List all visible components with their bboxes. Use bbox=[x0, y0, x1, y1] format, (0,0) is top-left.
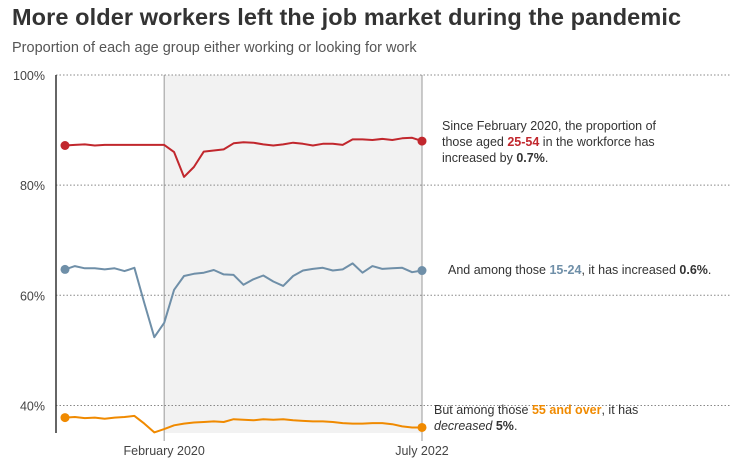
annotation-line: decreased 5%. bbox=[434, 418, 638, 434]
annotation-group-label: 15-24 bbox=[549, 263, 582, 277]
annotation-55-over: But among those 55 and over, it has decr… bbox=[434, 402, 638, 434]
annotation-25-54: Since February 2020, the proportion of t… bbox=[442, 118, 656, 166]
shaded-period bbox=[164, 75, 422, 433]
annotation-text: in the workforce has bbox=[539, 135, 655, 149]
annotation-text: , it has bbox=[601, 403, 639, 417]
annotation-group-label: 25-54 bbox=[507, 135, 540, 149]
chart-subtitle: Proportion of each age group either work… bbox=[12, 40, 417, 56]
annotation-value: 0.6% bbox=[679, 263, 708, 277]
x-tick-label: February 2020 bbox=[124, 444, 205, 458]
annotation-line: Since February 2020, the proportion of bbox=[442, 118, 656, 134]
series-end-point bbox=[417, 266, 427, 276]
annotation-line: those aged 25-54 in the workforce has bbox=[442, 134, 656, 150]
series-start-point bbox=[60, 140, 70, 150]
annotation-value: 0.7% bbox=[516, 151, 545, 165]
series-start-point bbox=[60, 413, 70, 423]
annotation-text: And among those bbox=[448, 263, 550, 277]
annotation-text: Since February 2020, the proportion of bbox=[442, 119, 657, 133]
annotation-15-24: And among those 15-24, it has increased … bbox=[448, 262, 711, 278]
annotation-value: 5% bbox=[495, 419, 514, 433]
annotation-text: increased by bbox=[442, 151, 517, 165]
series-end-point bbox=[417, 422, 427, 432]
chart-title: More older workers left the job market d… bbox=[12, 4, 682, 30]
annotation-text: , it has increased bbox=[581, 263, 680, 277]
annotation-text: those aged bbox=[442, 135, 508, 149]
annotation-group-label: 55 and over bbox=[531, 403, 602, 417]
y-tick-label: 60% bbox=[20, 289, 45, 303]
annotation-emphasis: decreased bbox=[434, 419, 493, 433]
series-end-point bbox=[417, 136, 427, 146]
series-line bbox=[64, 262, 423, 339]
series-line bbox=[64, 414, 422, 434]
x-tick-label: July 2022 bbox=[395, 444, 449, 458]
annotation-line: But among those 55 and over, it has bbox=[434, 402, 638, 418]
y-tick-label: 80% bbox=[20, 179, 45, 193]
series-start-point bbox=[60, 264, 70, 274]
annotation-text: . bbox=[513, 419, 518, 433]
annotation-text: But among those bbox=[434, 403, 532, 417]
annotation-text: . bbox=[707, 263, 712, 277]
y-tick-label: 100% bbox=[13, 69, 45, 83]
series-line bbox=[64, 136, 423, 178]
annotation-text: . bbox=[544, 151, 549, 165]
y-tick-label: 40% bbox=[20, 399, 45, 413]
annotation-line: increased by 0.7%. bbox=[442, 150, 656, 166]
